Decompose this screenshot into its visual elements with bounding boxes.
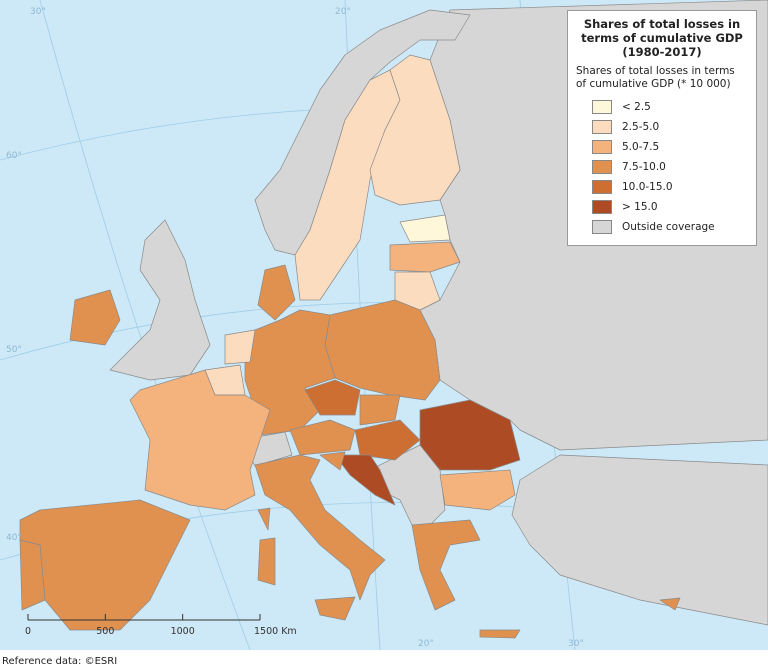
finland [369,54,461,206]
outside-turkey [511,454,768,626]
legend-swatch [592,220,612,234]
sicily [314,596,356,621]
spain [19,499,191,631]
legend-item: 5.0-7.5 [592,137,748,157]
graticule-label: 30° [30,7,46,17]
corsica [257,507,271,531]
legend-label: 10.0-15.0 [622,181,673,193]
romania [419,399,521,471]
graticule-label: 60° [6,151,22,161]
legend-label: 5.0-7.5 [622,141,660,153]
legend-label: Outside coverage [622,221,715,233]
greece [411,519,481,611]
legend-item: 10.0-15.0 [592,177,748,197]
graticule-label: 30° [568,639,584,649]
legend-swatch [592,200,612,214]
estonia [399,214,451,243]
scale-label: 0 [25,626,31,637]
legend-swatch [592,140,612,154]
legend-items: < 2.5 2.5-5.0 5.0-7.5 7.5-10.0 10.0-15.0 > 15… [576,97,748,237]
legend-item: > 15.0 [592,197,748,217]
outside-uk [109,219,211,381]
france [129,369,271,511]
portugal [19,539,46,611]
denmark [257,264,296,321]
legend: Shares of total losses in terms of cumul… [567,10,757,246]
reference: Reference data: ©ESRI [2,656,118,667]
graticule-labels: 30° 20° 60° 50° 40° 20° 30° [6,7,584,649]
cyprus [659,597,681,611]
legend-label: 7.5-10.0 [622,161,666,173]
legend-item: 7.5-10.0 [592,157,748,177]
slovenia [319,451,346,471]
scale-label: 1500 Km [254,626,297,637]
legend-label: > 15.0 [622,201,658,213]
graticule-label: 40° [6,533,22,543]
legend-subtitle: Shares of total losses in terms of cumul… [576,65,735,90]
legend-title: Shares of total losses in terms of cumul… [581,17,743,59]
ireland [69,289,121,346]
legend-swatch [592,100,612,114]
legend-item: Outside coverage [592,217,748,237]
legend-label: 2.5-5.0 [622,121,660,133]
bulgaria [439,469,516,511]
croatia [334,454,396,506]
legend-item: < 2.5 [592,97,748,117]
scale-bar: 0 500 1000 1500 Km [25,614,297,637]
latvia [389,241,461,273]
sardinia [257,537,276,586]
legend-swatch [592,120,612,134]
graticule-label: 50° [6,345,22,355]
netherlands [224,329,256,365]
legend-item: 2.5-5.0 [592,117,748,137]
legend-label: < 2.5 [622,101,651,113]
slovakia [359,394,401,426]
scale-label: 500 [96,626,114,637]
crete [479,629,521,639]
austria [289,419,356,456]
graticule-label: 20° [335,7,351,17]
italy [254,454,386,601]
hungary [354,419,421,461]
graticule-label: 20° [418,639,434,649]
legend-swatch [592,160,612,174]
scale-label: 1000 [171,626,195,637]
czechia [304,379,361,416]
legend-swatch [592,180,612,194]
